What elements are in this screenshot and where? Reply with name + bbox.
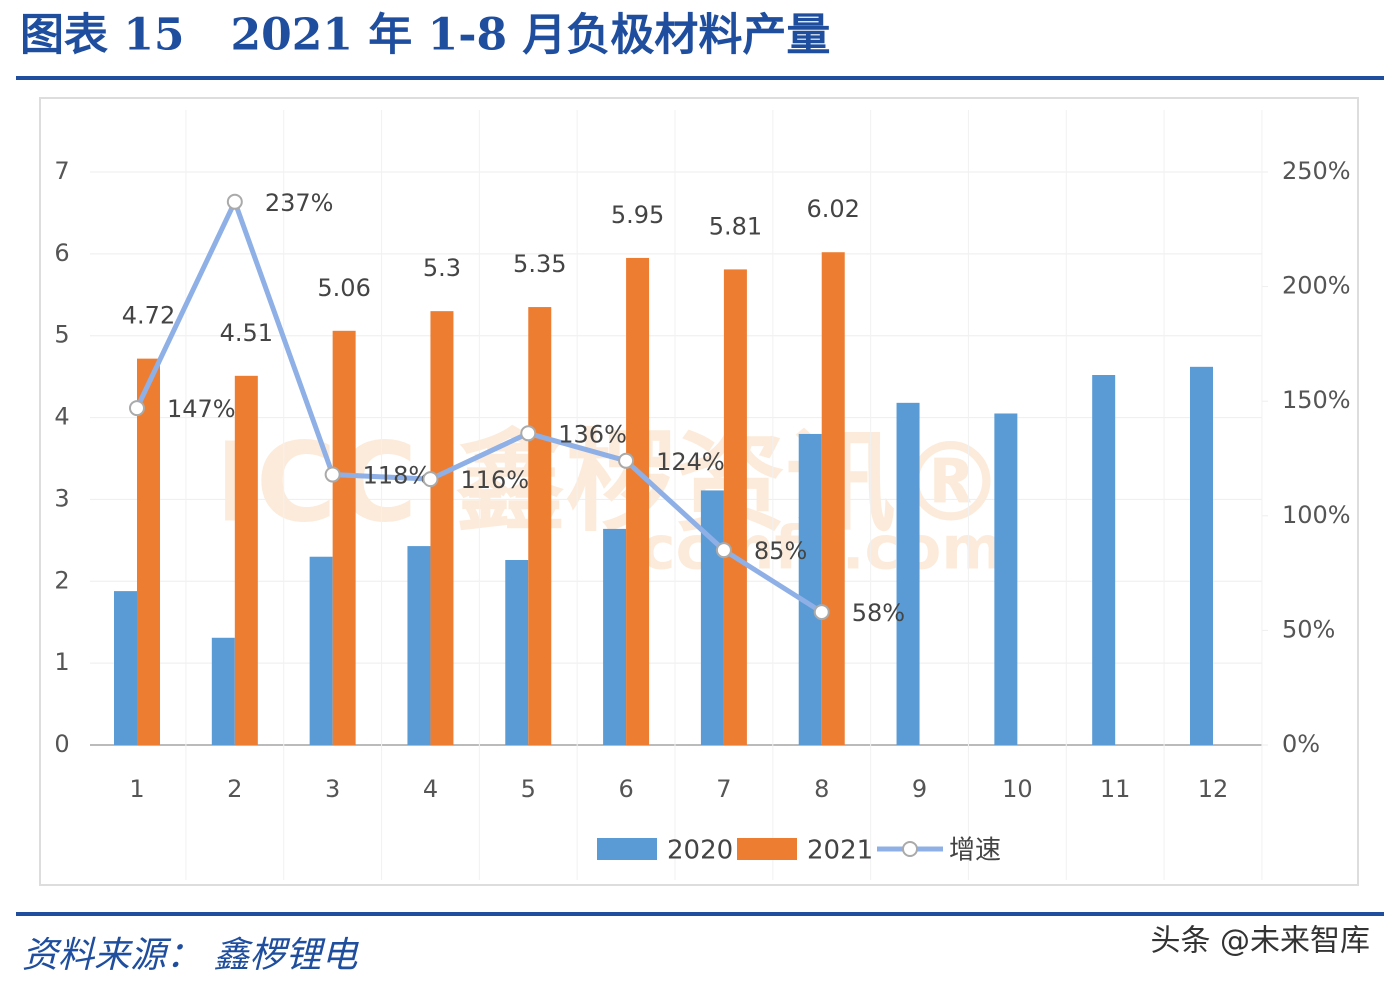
x-tick-label: 8 bbox=[814, 775, 829, 803]
bar-value-label: 4.51 bbox=[220, 319, 273, 347]
line-value-label: 237% bbox=[265, 189, 334, 217]
line-point bbox=[129, 400, 145, 417]
bar bbox=[309, 556, 333, 745]
x-tick-label: 3 bbox=[325, 775, 340, 803]
credit: 头条 @未来智库 bbox=[1150, 924, 1370, 959]
bar-value-label: 5.06 bbox=[317, 274, 370, 302]
chart-title: 图表 15 2021 年 1-8 月负极材料产量 bbox=[20, 10, 830, 61]
line-value-label: 147% bbox=[167, 395, 236, 423]
source: 资料来源： 鑫椤锂电 bbox=[22, 935, 359, 976]
bar bbox=[430, 311, 454, 745]
y2-tick-label: 50% bbox=[1282, 615, 1335, 643]
bar bbox=[1190, 366, 1213, 745]
bar bbox=[798, 433, 822, 745]
line-point bbox=[422, 471, 439, 488]
bar bbox=[1092, 375, 1116, 745]
legend-swatch bbox=[597, 838, 657, 860]
line-value-label: 85% bbox=[754, 537, 807, 565]
legend-label: 2021 bbox=[807, 836, 873, 866]
bar-value-label: 6.02 bbox=[807, 195, 860, 223]
y2-tick-label: 100% bbox=[1282, 501, 1351, 529]
bar-value-label: 5.81 bbox=[709, 212, 762, 240]
bar bbox=[332, 330, 356, 745]
bar bbox=[211, 637, 235, 745]
x-tick-label: 10 bbox=[1002, 775, 1033, 803]
bar bbox=[896, 402, 920, 745]
bar bbox=[234, 375, 258, 745]
y-tick-label: 0 bbox=[54, 730, 69, 758]
line-point bbox=[520, 425, 537, 442]
bar bbox=[137, 358, 160, 745]
y-tick-label: 3 bbox=[54, 484, 69, 512]
bar bbox=[505, 560, 529, 745]
x-tick-label: 2 bbox=[227, 775, 242, 803]
line-value-label: 116% bbox=[460, 466, 529, 494]
line-point bbox=[715, 542, 732, 559]
legend-label: 增速 bbox=[949, 836, 1001, 866]
line-point bbox=[324, 466, 341, 483]
line-point bbox=[813, 604, 830, 621]
legend-label: 2020 bbox=[667, 836, 733, 866]
y-tick-label: 5 bbox=[54, 321, 69, 349]
y-tick-label: 4 bbox=[54, 403, 69, 431]
line-point bbox=[226, 193, 243, 210]
legend-marker bbox=[902, 841, 918, 857]
legend-swatch bbox=[737, 838, 797, 860]
x-tick-label: 12 bbox=[1198, 775, 1229, 803]
bar bbox=[994, 413, 1018, 745]
x-tick-label: 7 bbox=[716, 775, 731, 803]
line-series bbox=[134, 195, 824, 615]
x-tick-label: 11 bbox=[1100, 775, 1131, 803]
y-tick-label: 1 bbox=[54, 648, 69, 676]
x-tick-label: 9 bbox=[912, 775, 927, 803]
x-tick-label: 6 bbox=[618, 775, 633, 803]
bar bbox=[603, 528, 627, 745]
bar bbox=[821, 252, 845, 745]
line-value-label: 118% bbox=[363, 462, 432, 490]
bar bbox=[114, 591, 137, 745]
bar bbox=[528, 307, 552, 745]
y2-tick-label: 150% bbox=[1282, 386, 1351, 414]
y-tick-label: 6 bbox=[54, 239, 69, 267]
y-tick-label: 7 bbox=[54, 157, 69, 185]
y-tick-label: 2 bbox=[54, 566, 69, 594]
bar bbox=[626, 257, 650, 745]
line-point bbox=[618, 452, 635, 469]
x-tick-label: 1 bbox=[129, 775, 144, 803]
x-tick-label: 4 bbox=[423, 775, 438, 803]
bar bbox=[700, 490, 724, 745]
bar-value-label: 4.72 bbox=[122, 302, 175, 330]
bar bbox=[723, 269, 747, 745]
line-value-label: 58% bbox=[852, 599, 905, 627]
x-tick-label: 5 bbox=[521, 775, 536, 803]
bar-value-label: 5.35 bbox=[513, 250, 566, 278]
bar bbox=[407, 546, 431, 745]
bar-value-label: 5.3 bbox=[423, 254, 461, 282]
chart-frame bbox=[39, 97, 1359, 886]
y2-tick-label: 200% bbox=[1282, 272, 1351, 300]
y2-tick-label: 0% bbox=[1282, 730, 1320, 758]
y2-tick-label: 250% bbox=[1282, 157, 1351, 185]
line-value-label: 124% bbox=[656, 448, 725, 476]
line-value-label: 136% bbox=[558, 420, 627, 448]
bar-value-label: 5.95 bbox=[611, 201, 664, 229]
